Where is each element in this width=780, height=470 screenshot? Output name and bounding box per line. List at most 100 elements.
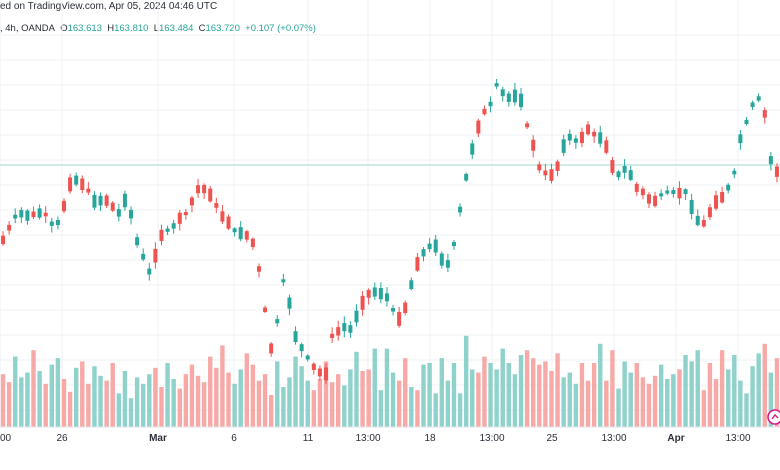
volume-bar [311,390,317,427]
candle-body [500,89,505,97]
volume-bar [591,363,597,427]
candle-body [720,192,725,203]
volume-bar [774,358,780,427]
volume-bar [427,363,432,427]
time-axis-label: 00 [0,433,12,444]
volume-bar [677,369,682,427]
volume-bar [329,382,335,427]
volume-bar [713,379,719,427]
candle-body [324,367,329,381]
publish-info: ed on TradingView.com, Apr 05, 2024 04:4… [0,1,218,12]
volume-bar [573,383,579,427]
volume-bar [220,345,225,427]
candle-body [366,289,371,298]
volume-bar [524,350,530,427]
candle-body [311,363,316,370]
time-axis-label: Mar [149,433,167,444]
candle-body [92,194,97,208]
candle-body [774,166,779,177]
candle-body [561,139,566,153]
candle-body [196,185,201,194]
volume-bar [531,358,536,427]
candle-body [714,195,719,209]
volume-bar [256,380,262,427]
candle-body [177,212,182,224]
volume-bar [214,367,219,427]
volume-bar [665,379,670,427]
candle-body [74,175,79,185]
volume-bar [537,364,542,427]
candle-body [683,189,688,195]
candle-body [153,248,158,263]
volume-bar [463,335,469,427]
volume-bar [512,374,518,427]
time-axis-label: Apr [667,433,684,444]
volume-bar [421,364,426,427]
volume-bar [238,369,243,427]
candle-body [744,120,749,125]
volume-bar [275,361,280,427]
candle-body [80,178,85,191]
volume-bar [354,351,359,427]
volume-bar [293,356,298,427]
volume-bar [549,371,554,427]
candles [1,78,779,384]
candle-body [232,228,237,233]
volume-bar [378,390,384,427]
volume-bar [317,379,323,427]
candle-body [671,190,676,194]
high-label: H [107,23,115,34]
candle-body [567,133,572,141]
candle-body [141,253,146,260]
volume-bar [555,353,560,427]
candle-body [354,310,359,323]
candle-body [640,188,645,196]
candle-body [13,214,18,219]
volume-bar [250,364,256,427]
time-axis-label: 26 [56,433,68,444]
candle-body [768,156,773,165]
volume-bar [25,372,30,427]
candle-body [129,209,134,219]
candle-body [226,216,231,229]
volume-bar [262,374,268,427]
candle-body [281,279,286,283]
volume-bar [671,374,676,427]
candle-body [171,223,176,229]
volume-bars [0,335,780,427]
candle-body [372,287,377,297]
candle-body [37,208,42,218]
volume-bar [19,377,24,427]
volume-bar [579,363,585,427]
candle-body [610,160,615,173]
volume-bar [165,363,170,427]
volume-bar [658,364,664,427]
volume-bar [13,356,18,427]
low-label: L [153,23,160,34]
candle-body [189,197,194,206]
open-value: 163.613 [67,23,102,34]
volume-bar [622,361,627,427]
candle-body [622,165,627,173]
candle-body [202,185,207,194]
volume-bar [482,356,487,427]
volume-bar [457,393,463,427]
volume-bar [61,379,67,427]
candle-body [19,209,24,218]
candle-body [86,188,91,193]
candle-body [68,177,73,192]
time-axis-label: 13:00 [601,433,626,444]
volume-bar [470,369,475,427]
volume-bar [73,367,79,427]
volume-bar [683,355,688,427]
candle-body [7,224,12,231]
volume-bar [43,383,48,427]
candle-body [427,243,432,250]
candle-body [439,253,444,266]
volume-bar [31,350,36,427]
volume-bar [695,350,700,427]
volume-bar [195,375,201,427]
tradingview-logo-icon[interactable] [767,409,780,425]
volume-bar [189,364,195,427]
